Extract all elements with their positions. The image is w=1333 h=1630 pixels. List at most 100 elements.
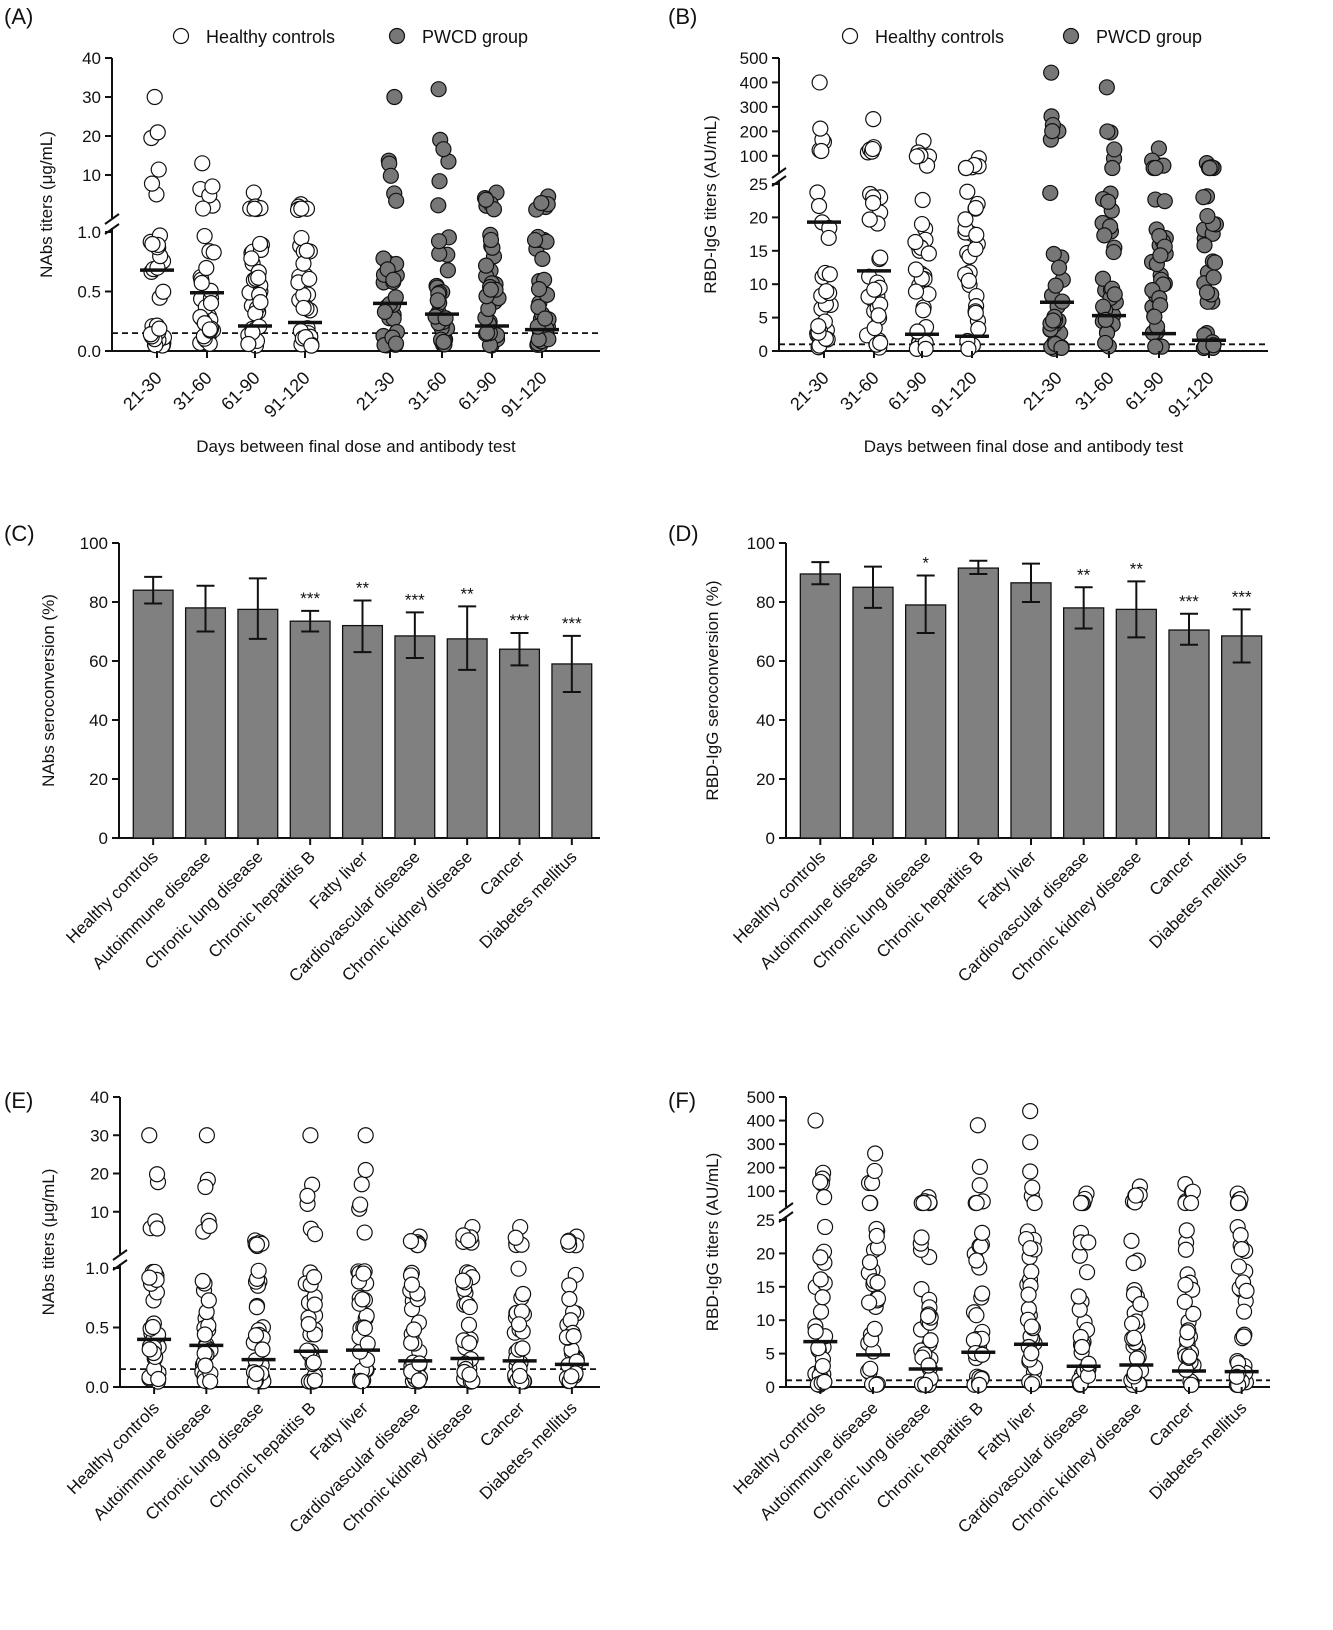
- data-point: [1177, 1241, 1195, 1258]
- data-point: [1198, 284, 1216, 301]
- panel-letter-f: (F): [668, 1088, 697, 1113]
- data-point: [917, 340, 934, 357]
- data-point: [1050, 259, 1068, 276]
- data-point: [868, 1227, 885, 1245]
- data-point: [402, 1233, 420, 1250]
- data-point: [141, 1341, 158, 1358]
- y-tick-label: 400: [740, 73, 768, 92]
- data-point: [1123, 1315, 1141, 1332]
- data-point: [301, 270, 318, 288]
- data-point: [429, 292, 446, 309]
- data-point: [250, 1262, 267, 1279]
- data-point: [149, 124, 166, 141]
- panel-letter-b: (B): [668, 4, 698, 29]
- data-point: [1022, 1134, 1039, 1151]
- data-point: [968, 1307, 985, 1324]
- panel-e: (E) 0.0 0.5 1.0 10 20 30 40 NAbs titers (μg/mL)…: [0, 1080, 666, 1625]
- data-point: [814, 1357, 831, 1375]
- data-point: [477, 191, 495, 208]
- data-point: [205, 244, 222, 261]
- bar: [341, 624, 384, 839]
- data-point: [302, 1127, 319, 1144]
- data-point: [1044, 122, 1061, 140]
- data-point: [477, 257, 495, 274]
- y-axis-label: RBD-IgG seroconversion (%): [703, 580, 722, 800]
- data-point: [866, 1320, 883, 1337]
- data-point: [1232, 1226, 1249, 1244]
- data-point: [960, 272, 977, 289]
- data-point: [812, 120, 829, 137]
- data-point: [141, 1269, 158, 1286]
- data-point: [196, 227, 213, 245]
- data-point: [1199, 207, 1216, 225]
- data-point: [1099, 123, 1116, 140]
- x-tick-label: 21-30: [786, 368, 833, 415]
- data-point: [514, 1340, 531, 1357]
- data-point: [250, 269, 267, 286]
- data-point: [561, 1277, 578, 1294]
- bar: [394, 635, 436, 839]
- bar: [237, 608, 279, 839]
- data-point: [1125, 1254, 1142, 1272]
- data-point: [1206, 254, 1224, 271]
- data-point: [461, 1335, 478, 1352]
- data-point: [968, 1194, 985, 1212]
- data-point: [303, 337, 320, 354]
- chart-b: 0 5 10 15 20 25 100 200 300 400 500 RBD-IgG titers …: [701, 27, 1268, 456]
- data-point: [1123, 1232, 1140, 1249]
- data-point: [240, 335, 257, 353]
- y-tick-label: 0.0: [85, 1378, 109, 1397]
- data-point: [435, 141, 452, 158]
- data-point: [1023, 1318, 1040, 1335]
- data-point: [1126, 1364, 1143, 1382]
- data-point: [810, 197, 828, 215]
- x-tick-label: 61-90: [454, 368, 501, 415]
- data-point: [1026, 1194, 1043, 1212]
- x-tick-label: 31-60: [836, 368, 883, 415]
- panel-letter-e: (E): [4, 1088, 34, 1113]
- data-point: [861, 211, 878, 228]
- x-tick-label: Cancer: [476, 1398, 528, 1450]
- legend-label: PWCD group: [422, 27, 528, 47]
- data-point: [254, 1341, 271, 1358]
- y-axis-label: RBD-IgG titers (AU/mL): [703, 1153, 722, 1332]
- data-point: [430, 81, 447, 98]
- data-point: [194, 1272, 211, 1290]
- data-point: [146, 88, 163, 106]
- data-point: [967, 240, 984, 258]
- x-tick-label: Diabetes mellitus: [1146, 847, 1251, 952]
- x-tick-label: Healthy controls: [63, 1398, 163, 1498]
- x-tick-label: 91-120: [260, 368, 314, 422]
- significance-label: ***: [510, 611, 530, 630]
- data-point: [1072, 1194, 1090, 1212]
- y-tick-label: 5: [759, 309, 768, 328]
- data-point: [405, 1321, 423, 1338]
- x-tick-label: Healthy controls: [730, 1398, 830, 1498]
- data-point: [812, 1173, 829, 1191]
- panel-letter-a: (A): [4, 4, 34, 29]
- y-tick-label: 100: [740, 147, 768, 166]
- data-point: [1020, 1286, 1037, 1303]
- y-tick-label: 20: [90, 1165, 109, 1184]
- data-point: [814, 1289, 831, 1306]
- y-tick-label: 20: [756, 770, 775, 789]
- y-axis-label: NAbs titers (μg/mL): [37, 131, 56, 278]
- legend-marker-healthy: [172, 27, 190, 45]
- x-axis-label: Days between final dose and antibody tes…: [864, 437, 1184, 456]
- data-point: [1146, 308, 1163, 325]
- x-tick-label: 61-90: [1121, 368, 1168, 415]
- data-point: [1045, 245, 1062, 263]
- data-point: [968, 1252, 985, 1269]
- y-tick-label: 400: [747, 1112, 775, 1131]
- data-point: [866, 281, 883, 298]
- y-tick-label: 25: [756, 1211, 775, 1230]
- data-point: [920, 1357, 937, 1374]
- legend-marker-pwcd: [388, 27, 406, 45]
- data-point: [461, 1366, 478, 1383]
- data-point: [1196, 237, 1213, 254]
- data-point: [1095, 298, 1112, 315]
- data-point: [1071, 1247, 1088, 1264]
- axis-break-mark: [771, 167, 787, 179]
- y-tick-label: 80: [89, 593, 108, 612]
- data-point: [1106, 141, 1123, 158]
